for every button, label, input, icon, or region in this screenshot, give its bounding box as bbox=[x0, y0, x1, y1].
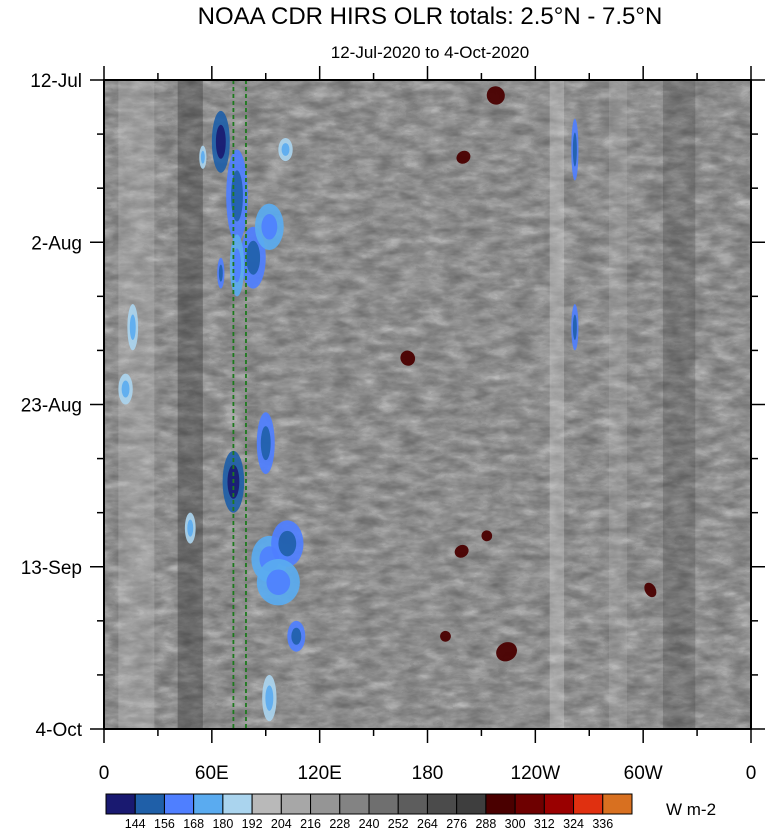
high-olr-blob bbox=[496, 642, 518, 662]
colorbar-label: 144 bbox=[125, 817, 146, 830]
high-olr-blob bbox=[644, 582, 657, 598]
x-tick-label: 60E bbox=[195, 763, 229, 784]
high-olr-blob bbox=[456, 150, 471, 164]
low-olr-core bbox=[572, 132, 577, 167]
colorbar-label: 192 bbox=[242, 817, 263, 830]
low-olr-core bbox=[281, 143, 290, 156]
colorbar-swatch bbox=[251, 793, 282, 815]
low-olr-core bbox=[121, 380, 130, 398]
colorbar-swatch bbox=[339, 793, 370, 815]
high-olr-blob bbox=[481, 530, 493, 542]
chart-title: NOAA CDR HIRS OLR totals: 2.5°N - 7.5°N bbox=[198, 3, 663, 30]
colorbar-swatch bbox=[310, 793, 341, 815]
low-olr-core bbox=[233, 248, 241, 283]
low-olr-core bbox=[218, 264, 223, 282]
colorbar-swatch bbox=[368, 793, 399, 815]
colorbar-label: 288 bbox=[475, 817, 496, 830]
x-tick-label: 60W bbox=[624, 763, 663, 784]
colorbar-label: 336 bbox=[592, 817, 613, 830]
x-tick-label: 120E bbox=[297, 763, 341, 784]
band bbox=[177, 80, 203, 729]
low-olr-core bbox=[129, 314, 136, 340]
y-axis: 12-Jul 2-Aug 23-Aug 13-Sep 4-Oct bbox=[21, 71, 765, 741]
colorbar-swatch bbox=[426, 793, 458, 815]
colorbar-label: 252 bbox=[388, 817, 409, 830]
y-tick-label: 23-Aug bbox=[21, 396, 82, 417]
colorbar-swatch bbox=[193, 793, 224, 815]
colorbar-swatch bbox=[543, 793, 575, 815]
high-olr-blob bbox=[440, 630, 451, 642]
x-axis: 0 60E 120E 180 120W 60W 0 bbox=[99, 66, 757, 784]
colorbar-swatch bbox=[163, 793, 195, 815]
colorbar: 144 156 168 180 192 204 216 228 240 252 264 276 288 3… bbox=[105, 793, 633, 830]
chart-subtitle: 12-Jul-2020 to 4-Oct-2020 bbox=[331, 43, 529, 62]
low-olr-core bbox=[278, 530, 297, 557]
low-olr-core bbox=[572, 314, 577, 340]
colorbar-swatch bbox=[134, 793, 165, 815]
high-olr-blob bbox=[454, 544, 469, 558]
colorbar-label: 276 bbox=[446, 817, 467, 830]
colorbar-label: 228 bbox=[329, 817, 350, 830]
colorbar-swatch bbox=[222, 793, 253, 815]
low-olr-core bbox=[265, 685, 274, 711]
colorbar-swatch bbox=[514, 793, 545, 815]
colorbar-swatch bbox=[397, 793, 428, 815]
colorbar-swatch bbox=[280, 793, 312, 815]
colorbar-label: 180 bbox=[212, 817, 233, 830]
colorbar-label: 264 bbox=[417, 817, 438, 830]
colorbar-label: 312 bbox=[534, 817, 555, 830]
low-olr-core bbox=[200, 150, 205, 164]
low-olr-core bbox=[215, 124, 226, 159]
y-tick-label: 12-Jul bbox=[30, 71, 82, 92]
colorbar-swatch bbox=[573, 793, 604, 815]
band bbox=[609, 80, 627, 729]
band bbox=[662, 80, 696, 729]
colorbar-swatch bbox=[105, 793, 136, 815]
colorbar-units: W m-2 bbox=[666, 800, 716, 819]
colorbar-label: 240 bbox=[359, 817, 380, 830]
high-olr-blob bbox=[400, 350, 416, 366]
low-olr-core bbox=[187, 519, 194, 537]
high-olr-blob bbox=[486, 86, 505, 105]
x-tick-label: 180 bbox=[412, 763, 444, 784]
field-texture bbox=[104, 80, 751, 729]
low-olr-core bbox=[291, 627, 302, 645]
low-olr-core bbox=[260, 426, 271, 461]
colorbar-label: 324 bbox=[563, 817, 584, 830]
band bbox=[118, 80, 155, 729]
low-olr-core bbox=[266, 569, 291, 595]
colorbar-swatch bbox=[602, 793, 633, 815]
x-tick-label: 120W bbox=[511, 763, 561, 784]
y-tick-label: 4-Oct bbox=[36, 720, 83, 741]
band bbox=[549, 80, 565, 729]
y-tick-label: 2-Aug bbox=[31, 233, 82, 254]
band-overlays bbox=[118, 80, 696, 729]
y-tick-label: 13-Sep bbox=[21, 558, 82, 579]
colorbar-label: 204 bbox=[271, 817, 292, 830]
colorbar-label: 156 bbox=[154, 817, 175, 830]
colorbar-swatch bbox=[485, 793, 516, 815]
plot-area bbox=[104, 80, 751, 729]
low-olr-core bbox=[246, 240, 261, 275]
colorbar-label: 216 bbox=[300, 817, 321, 830]
x-tick-label: 0 bbox=[746, 763, 757, 784]
colorbar-label: 168 bbox=[183, 817, 204, 830]
reference-lines bbox=[232, 80, 247, 729]
low-olr-core bbox=[261, 214, 278, 240]
colorbar-swatch bbox=[456, 793, 487, 815]
x-tick-label: 0 bbox=[99, 763, 110, 784]
colorbar-label: 300 bbox=[505, 817, 526, 830]
